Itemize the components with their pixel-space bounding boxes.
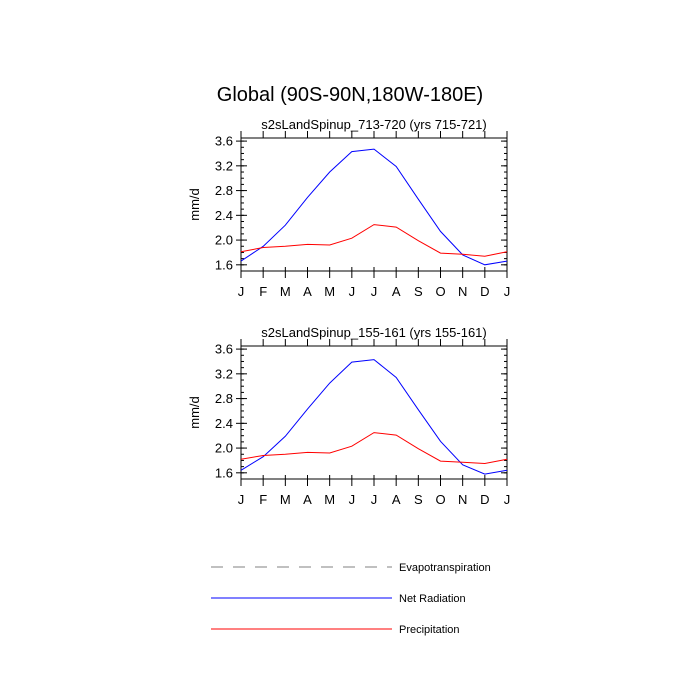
x-tick-label: J bbox=[349, 492, 356, 507]
x-tick-label: J bbox=[371, 284, 378, 299]
chart-subtitle: s2sLandSpinup_713-720 (yrs 715-721) bbox=[261, 117, 487, 132]
x-tick-label: J bbox=[504, 284, 511, 299]
x-tick-label: J bbox=[504, 492, 511, 507]
x-tick-label: S bbox=[414, 284, 423, 299]
figure-title: Global (90S-90N,180W-180E) bbox=[216, 84, 484, 106]
series-line-net-radiation bbox=[240, 148, 508, 266]
x-tick-label: S bbox=[414, 492, 423, 507]
x-tick-label: O bbox=[435, 492, 445, 507]
series-line-net-radiation bbox=[240, 359, 508, 475]
x-tick-label: M bbox=[324, 284, 335, 299]
y-tick-label: 2.8 bbox=[215, 391, 233, 406]
y-tick-label: 1.6 bbox=[215, 257, 233, 272]
x-tick-label: A bbox=[303, 284, 312, 299]
plot-frame bbox=[240, 345, 508, 480]
x-tick-label: J bbox=[238, 284, 245, 299]
x-tick-label: F bbox=[259, 492, 267, 507]
plot-frame bbox=[240, 137, 508, 272]
legend-label: Precipitation bbox=[399, 624, 460, 636]
x-tick-label: F bbox=[259, 284, 267, 299]
y-tick-label: 2.0 bbox=[215, 233, 233, 248]
x-tick-label: J bbox=[238, 492, 245, 507]
x-tick-label: J bbox=[349, 284, 356, 299]
legend: Evapotranspiration Net Radiation Precipita… bbox=[211, 562, 491, 636]
chart-panel-bottom: s2sLandSpinup_155-161 (yrs 155-161) mm/d 1… bbox=[187, 325, 510, 507]
y-tick-label: 2.4 bbox=[215, 208, 233, 223]
x-tick-label: D bbox=[480, 284, 489, 299]
chart-panel-top: s2sLandSpinup_713-720 (yrs 715-721) mm/d 1… bbox=[187, 117, 510, 299]
y-tick-label: 2.8 bbox=[215, 183, 233, 198]
y-tick-label: 3.2 bbox=[215, 366, 233, 381]
y-axis-label: mm/d bbox=[187, 188, 202, 221]
series-line-precipitation bbox=[240, 432, 508, 465]
y-axis-label: mm/d bbox=[187, 396, 202, 429]
series-line-precipitation bbox=[240, 224, 508, 257]
y-tick-label: 3.2 bbox=[215, 158, 233, 173]
legend-label: Net Radiation bbox=[399, 593, 466, 605]
y-tick-label: 3.6 bbox=[215, 134, 233, 149]
legend-label: Evapotranspiration bbox=[399, 562, 491, 574]
x-tick-label: M bbox=[280, 284, 291, 299]
x-tick-label: D bbox=[480, 492, 489, 507]
y-tick-label: 2.0 bbox=[215, 441, 233, 456]
x-tick-label: N bbox=[458, 492, 467, 507]
y-tick-label: 2.4 bbox=[215, 416, 233, 431]
x-tick-label: A bbox=[392, 492, 401, 507]
x-tick-label: M bbox=[280, 492, 291, 507]
y-tick-label: 3.6 bbox=[215, 342, 233, 357]
chart-subtitle: s2sLandSpinup_155-161 (yrs 155-161) bbox=[261, 325, 487, 340]
x-tick-label: N bbox=[458, 284, 467, 299]
x-tick-label: O bbox=[435, 284, 445, 299]
x-tick-label: A bbox=[303, 492, 312, 507]
x-tick-label: J bbox=[371, 492, 378, 507]
x-tick-label: A bbox=[392, 284, 401, 299]
x-tick-label: M bbox=[324, 492, 335, 507]
y-tick-label: 1.6 bbox=[215, 465, 233, 480]
